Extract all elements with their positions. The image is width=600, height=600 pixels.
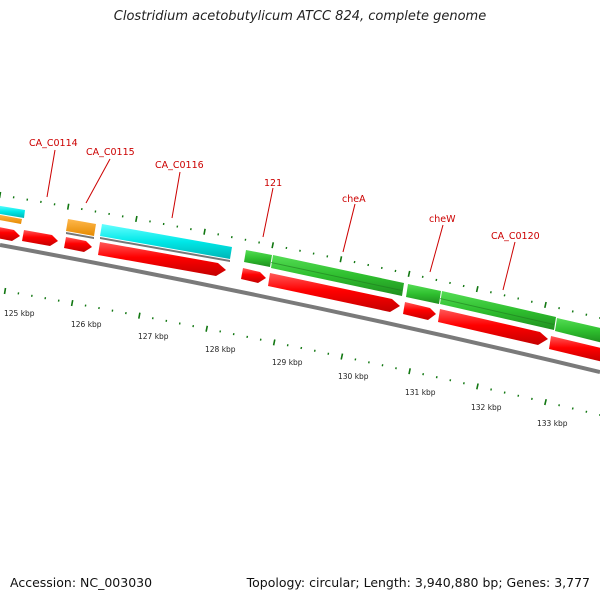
scale-tick: [476, 383, 479, 390]
scale-label: 125 kbp: [4, 309, 35, 318]
gene-feature[interactable]: [66, 232, 94, 239]
scale-tick: [300, 346, 303, 350]
gene-labels: CA_C0114 CA_C0115 CA_C0116 121 cheA cheW…: [29, 138, 540, 242]
gene-label[interactable]: CA_C0120: [491, 231, 540, 242]
scale-tick: [503, 294, 506, 297]
gene-feature[interactable]: [440, 298, 554, 325]
gene-label[interactable]: CA_C0114: [29, 138, 78, 149]
scale-ring-outer: [0, 191, 600, 319]
scale-tick: [339, 256, 343, 263]
accession-text: Accession: NC_003030: [10, 575, 153, 590]
gene-label[interactable]: cheA: [342, 194, 366, 205]
scale-tick: [203, 228, 206, 235]
gene-feature[interactable]: [406, 284, 441, 304]
gene-feature[interactable]: [440, 291, 556, 330]
scale-tick: [0, 191, 2, 199]
gene-feature[interactable]: [271, 262, 402, 291]
scale-tick: [340, 353, 344, 360]
cds-arrow[interactable]: [438, 309, 548, 345]
gene-feature[interactable]: [0, 214, 22, 224]
scale-label: 130 kbp: [338, 372, 369, 381]
scale-label: 128 kbp: [205, 345, 236, 354]
scale-labels: 125 kbp 126 kbp 127 kbp 128 kbp 129 kbp …: [4, 309, 568, 428]
scale-tick: [394, 269, 397, 273]
scale-tick: [271, 242, 275, 249]
scale-tick: [435, 376, 438, 379]
gene-feature[interactable]: [100, 237, 230, 262]
scale-tick: [422, 373, 425, 376]
scale-label: 133 kbp: [537, 419, 568, 428]
gene-feature[interactable]: [555, 318, 600, 343]
gene-feature[interactable]: [271, 255, 404, 296]
scale-tick: [544, 301, 547, 308]
scale-ring-inner: [3, 287, 600, 416]
scale-tick: [475, 286, 479, 293]
cds-arrow[interactable]: [241, 268, 266, 283]
forward-strand-features: [0, 205, 600, 343]
cds-features: [0, 226, 600, 362]
map-title: Clostridium acetobutylicum ATCC 824, com…: [113, 9, 487, 24]
scale-tick: [408, 368, 411, 375]
scale-tick: [503, 391, 506, 394]
scale-tick: [407, 270, 411, 277]
cds-arrow[interactable]: [403, 302, 436, 320]
scale-tick: [517, 394, 520, 397]
scale-tick: [435, 278, 438, 282]
scale-label: 129 kbp: [272, 358, 303, 367]
label-leaders: [46, 149, 516, 291]
scale-tick: [205, 325, 209, 332]
scale-tick: [135, 215, 138, 223]
gene-feature[interactable]: [100, 224, 232, 259]
gene-feature[interactable]: [0, 205, 25, 218]
cds-arrow[interactable]: [0, 226, 20, 241]
scale-label: 131 kbp: [405, 388, 436, 397]
scale-tick: [138, 312, 141, 319]
scale-tick: [3, 287, 7, 295]
scale-tick: [585, 313, 588, 316]
scale-tick: [544, 399, 547, 406]
scale-tick: [353, 260, 356, 264]
scale-label: 132 kbp: [471, 403, 502, 412]
gene-label[interactable]: cheW: [429, 214, 456, 225]
cds-arrow[interactable]: [64, 237, 92, 252]
scale-tick: [585, 410, 588, 413]
scale-tick: [571, 407, 574, 410]
cds-arrow[interactable]: [98, 242, 226, 276]
scale-tick: [70, 299, 74, 307]
topology-text: Topology: circular; Length: 3,940,880 bp…: [246, 575, 590, 590]
cds-arrow[interactable]: [549, 336, 600, 362]
cds-arrow[interactable]: [268, 273, 400, 312]
gene-label[interactable]: 121: [264, 178, 282, 189]
cds-arrow[interactable]: [22, 230, 58, 246]
scale-tick: [571, 310, 574, 313]
gene-feature[interactable]: [66, 219, 96, 236]
scale-label: 126 kbp: [71, 320, 102, 329]
scale-tick: [462, 284, 465, 288]
gene-label[interactable]: CA_C0115: [86, 147, 135, 158]
gene-feature[interactable]: [244, 250, 272, 267]
scale-tick: [272, 339, 276, 346]
genome-backbone: [0, 243, 600, 374]
scale-tick: [66, 203, 70, 210]
scale-label: 127 kbp: [138, 332, 169, 341]
gene-label[interactable]: CA_C0116: [155, 160, 204, 171]
